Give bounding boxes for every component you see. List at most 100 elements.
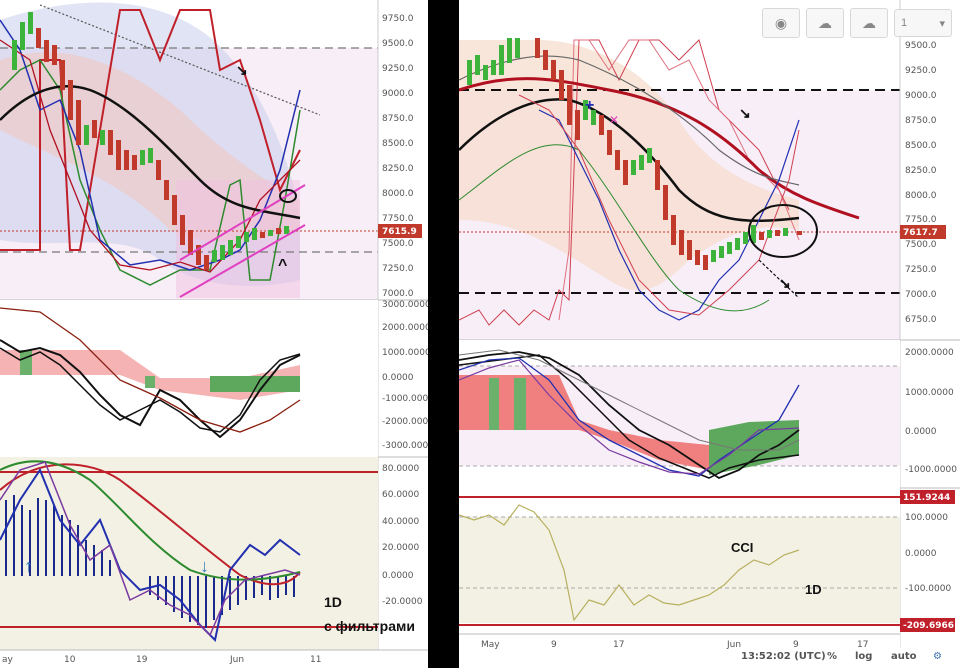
last-price-value: 7617.7: [903, 228, 938, 238]
chart-toolbar: ◉ ☁ ☁ 1 ▾: [762, 6, 952, 40]
price-axis-label: 7000.0: [382, 289, 414, 299]
status-bar: 13:52:02 (UTC) % log auto ⚙: [459, 648, 960, 668]
last-price-value: 7615.9: [382, 227, 417, 237]
price-axis-label: 8250.0: [382, 164, 414, 174]
price-axis-label: 7750.0: [382, 214, 414, 224]
osc-axis-label: -1000.0000: [905, 465, 957, 475]
right-chart-svg[interactable]: + ✕ ↘ ↘ 9500.0 9250.0 9000.0: [459, 0, 960, 668]
price-axis-label: 8250.0: [905, 166, 937, 176]
right-chart-panel[interactable]: + ✕ ↘ ↘ 9500.0 9250.0 9000.0: [459, 0, 960, 668]
osc-axis-label: -3000.0000: [382, 441, 428, 451]
price-axis-label: 8750.0: [382, 114, 414, 124]
load-layout-button[interactable]: ☁: [806, 8, 844, 38]
auto-toggle[interactable]: auto: [891, 651, 917, 662]
highlight-ellipse: [279, 189, 297, 203]
left-chart-svg[interactable]: ^ ↘: [0, 0, 428, 668]
cci-high-value: 151.9244: [903, 493, 950, 503]
x-axis-label: 17: [613, 640, 624, 650]
price-axis-label: 9500.0: [382, 39, 414, 49]
cloud-download-icon: ☁: [818, 14, 832, 31]
timeframe-select[interactable]: 1 ▾: [894, 9, 952, 37]
osc-axis-label: -1000.0000: [382, 394, 428, 404]
x-axis-label: May: [481, 640, 500, 650]
save-layout-button[interactable]: ☁: [850, 8, 888, 38]
candles: [12, 12, 289, 270]
cci-low-value: -209.6966: [903, 621, 954, 631]
ind-axis-label: 20.0000: [382, 543, 419, 553]
highlight-ellipse: [748, 204, 818, 258]
log-toggle[interactable]: log: [855, 651, 873, 662]
x-axis-label: 10: [64, 655, 76, 665]
cloud-upload-icon: ☁: [862, 14, 876, 31]
price-axis-label: 8500.0: [905, 141, 937, 151]
x-axis-label: 9: [793, 640, 799, 650]
gear-icon[interactable]: ⚙: [933, 651, 942, 662]
x-axis-label: ay: [2, 655, 14, 665]
price-axis-label: 8750.0: [905, 116, 937, 126]
price-axis-label: 9250.0: [382, 64, 414, 74]
price-axis-label: 8000.0: [905, 191, 937, 201]
cci-low-tag: [900, 618, 955, 632]
cci-line: [459, 504, 800, 622]
ind-axis-label: 0.0000: [382, 571, 414, 581]
osc-axis-label: 2000.0000: [382, 323, 428, 333]
moving-average: [459, 98, 800, 223]
cci-axis-label: -100.0000: [905, 584, 951, 594]
osc-axis-label: 0.0000: [382, 373, 414, 383]
price-axis-label: 7500.0: [382, 239, 414, 249]
price-axis-label: 9750.0: [382, 14, 414, 24]
osc-green-block: [210, 376, 300, 392]
price-axis-label: 7250.0: [382, 264, 414, 274]
x-axis-label: 11: [310, 655, 321, 665]
cci-high-tag: [900, 490, 955, 504]
chevron-down-icon: ▾: [939, 17, 945, 30]
last-price-tag: [378, 224, 422, 238]
filters-note: с фильтрами: [324, 618, 415, 634]
price-axis-label: 9250.0: [905, 66, 937, 76]
svg-text:↓: ↓: [200, 556, 209, 576]
moving-average: [0, 85, 301, 220]
price-axis-label: 9500.0: [905, 41, 937, 51]
price-axis-label: 7250.0: [905, 265, 937, 275]
price-axis-label: 7500.0: [905, 240, 937, 250]
left-chart-panel[interactable]: ^ ↘: [0, 0, 428, 668]
x-axis-label: 17: [857, 640, 868, 650]
candles: [467, 38, 802, 270]
svg-text:↘: ↘: [236, 62, 248, 78]
price-axis-label: 9000.0: [905, 91, 937, 101]
ind-axis-label: 40.0000: [382, 517, 419, 527]
ind-axis-label: 60.0000: [382, 490, 419, 500]
percent-toggle[interactable]: %: [827, 651, 838, 662]
osc-axis-label: 0.0000: [905, 427, 937, 437]
cloud-band: [459, 40, 799, 291]
svg-text:↘: ↘: [779, 275, 791, 291]
cci-label: CCI: [731, 540, 754, 555]
osc-axis-label: 3000.0000: [382, 300, 428, 310]
price-axis-label: 6750.0: [905, 315, 937, 325]
price-axis-label: 8000.0: [382, 189, 414, 199]
price-axis-label: 7000.0: [905, 290, 937, 300]
x-axis-label: Jun: [229, 655, 244, 665]
price-axis-label: 9000.0: [382, 89, 414, 99]
price-axis-label: 8500.0: [382, 139, 414, 149]
screenshot-button[interactable]: ◉: [762, 8, 800, 38]
x-axis-label: 19: [136, 655, 148, 665]
svg-text:↘: ↘: [739, 105, 751, 121]
cci-axis-label: 100.0000: [905, 513, 948, 523]
x-axis-label: Jun: [726, 640, 741, 650]
x-axis-label: 9: [551, 640, 557, 650]
timeframe-value: 1: [901, 17, 908, 29]
timeframe-note: 1D: [324, 594, 342, 610]
timeframe-note: 1D: [805, 582, 822, 597]
cci-axis-label: 0.0000: [905, 549, 937, 559]
last-price-tag: [900, 225, 946, 239]
osc-axis-label: 1000.0000: [382, 348, 428, 358]
svg-text:↑: ↑: [24, 556, 33, 576]
clock-time: 13:52:02 (UTC): [741, 651, 826, 662]
osc-axis-label: 1000.0000: [905, 388, 954, 398]
price-axis-label: 7750.0: [905, 215, 937, 225]
svg-text:^: ^: [278, 257, 287, 274]
osc-axis-label: -2000.0000: [382, 417, 428, 427]
ind-axis-label: -20.0000: [382, 597, 423, 607]
camera-icon: ◉: [774, 14, 788, 31]
